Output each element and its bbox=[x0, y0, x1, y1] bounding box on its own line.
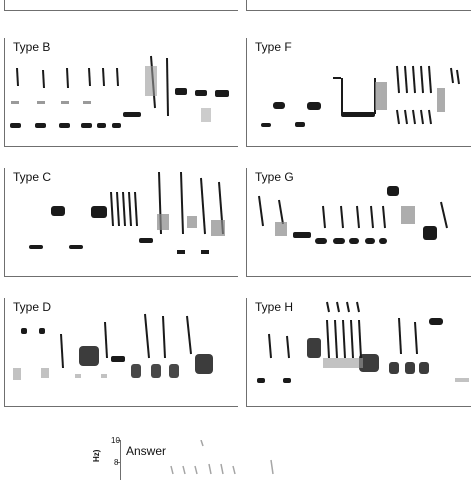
spectrogram-type-g bbox=[258, 186, 448, 244]
spectrogram-type-h bbox=[257, 301, 469, 383]
y-axis-ticks bbox=[117, 440, 121, 480]
spectrogram-panel-type-h: Type H bbox=[246, 298, 471, 407]
spectrogram-type-d bbox=[13, 313, 213, 380]
y-axis-unit-label: Hz) bbox=[92, 449, 101, 462]
y-axis-tick-label-second: 8 bbox=[114, 458, 119, 467]
spectrogram-panel-type-d: Type D bbox=[4, 298, 238, 407]
y-axis-tick-label-top: 10 bbox=[111, 436, 120, 445]
spectrogram-type-c bbox=[29, 171, 225, 254]
panel-label: Type C bbox=[11, 170, 54, 184]
spectrogram-type-b bbox=[10, 55, 229, 128]
spectrogram-answer bbox=[170, 440, 274, 475]
spectrogram-panel-type-c: Type C bbox=[4, 168, 238, 277]
panel-label: Type F bbox=[253, 40, 294, 54]
answer-label: Answer bbox=[126, 444, 167, 458]
spectrogram-panel-answer bbox=[117, 440, 349, 480]
spectrogram-panel-type-g: Type G bbox=[246, 168, 471, 277]
spectrogram-panel-type-f: Type F bbox=[246, 38, 471, 147]
top-left-frame-remnant bbox=[4, 0, 238, 11]
panel-label: Type H bbox=[253, 300, 296, 314]
spectrogram-panel-type-b: Type B bbox=[4, 38, 238, 147]
spectrogram-type-f bbox=[261, 65, 460, 127]
panel-label: Type B bbox=[11, 40, 53, 54]
panel-label: Type G bbox=[253, 170, 296, 184]
top-right-frame-remnant bbox=[246, 0, 471, 11]
panel-label: Type D bbox=[11, 300, 54, 314]
